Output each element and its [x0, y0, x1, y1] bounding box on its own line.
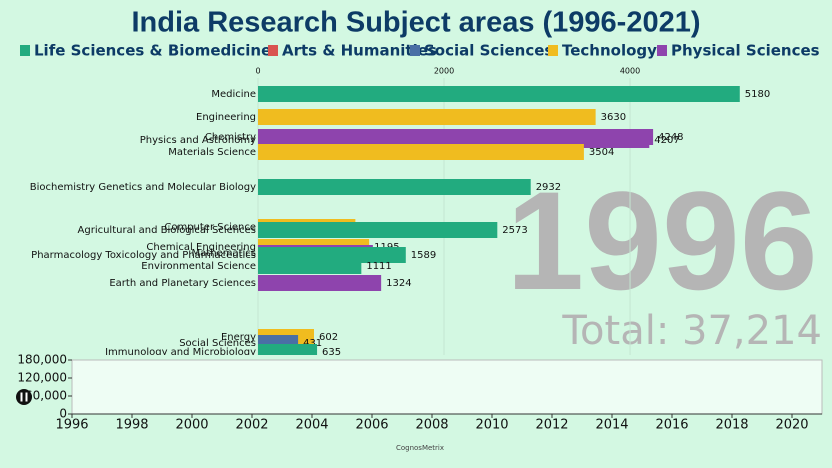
value-label: 1589	[411, 250, 436, 261]
x-tick-label: 2010	[475, 418, 508, 433]
x-tick-label: 2000	[175, 418, 208, 433]
bar	[258, 86, 740, 102]
chart-title: India Research Subject areas (1996-2021)	[131, 7, 700, 39]
category-label: Biochemistry Genetics and Molecular Biol…	[30, 182, 256, 193]
bars: Medicine 5180 Engineering 3630 Chemistry 4248…	[30, 86, 770, 358]
value-label: 5180	[745, 89, 770, 100]
pause-icon	[25, 392, 28, 402]
value-label: 4248	[658, 132, 683, 143]
category-label: Materials Science	[168, 147, 256, 158]
x-tick-label: 1996	[55, 418, 88, 433]
bar	[258, 258, 362, 274]
category-label: Chemical Engineering	[146, 242, 256, 253]
legend: Life Sciences & Biomedicine Arts & Humani…	[20, 42, 820, 60]
x-tick-label: 2008	[415, 418, 448, 433]
legend-label: Arts & Humanities	[282, 42, 437, 60]
value-label: 2932	[536, 182, 561, 193]
y-tick-label: 120,000	[17, 371, 67, 385]
total-label: Total: 37,214	[561, 308, 822, 354]
x-tick-label: 4000	[620, 67, 640, 76]
legend-label: Life Sciences & Biomedicine	[34, 42, 271, 60]
bar	[258, 275, 382, 291]
bar	[258, 344, 318, 355]
category-label: Social Sciences	[179, 338, 256, 349]
bar	[258, 109, 596, 125]
legend-swatch	[548, 45, 558, 56]
category-label: Earth and Planetary Sciences	[109, 278, 256, 289]
legend-label: Physical Sciences	[671, 42, 820, 60]
category-label: Mathematics	[192, 248, 256, 259]
category-label: Energy	[221, 332, 256, 343]
value-label: 1111	[366, 261, 391, 272]
category-label: Chemistry	[205, 132, 256, 143]
legend-swatch	[410, 45, 420, 56]
play-button[interactable]	[16, 389, 32, 405]
category-label: Engineering	[196, 112, 256, 123]
x-tick-label: 2000	[434, 67, 454, 76]
x-tick-label: 1998	[115, 418, 148, 433]
y-tick-label: 60,000	[25, 389, 67, 403]
legend-label: Social Sciences	[424, 42, 553, 60]
value-label: 1324	[386, 278, 411, 289]
value-label: 635	[322, 347, 341, 358]
category-label: Computer Science	[164, 222, 256, 233]
legend-swatch	[268, 45, 278, 56]
legend-swatch	[20, 45, 30, 56]
x-tick-label: 2016	[655, 418, 688, 433]
category-label: Agricultural and Biological Sciences	[78, 225, 256, 236]
pause-icon	[20, 392, 23, 402]
category-label: Immunology and Microbiology	[105, 347, 256, 358]
x-tick-label: 2014	[595, 418, 628, 433]
value-label: 3630	[601, 112, 626, 123]
footer: CognosMetrix	[396, 444, 444, 452]
bar	[258, 222, 498, 238]
y-tick-label: 180,000	[17, 353, 67, 367]
slider: 0 60,000 120,000 180,000 1996 1998 2000 2002 200…	[17, 353, 822, 452]
legend-swatch	[657, 45, 667, 56]
year-label: 1996	[506, 162, 817, 319]
value-label: 602	[319, 332, 338, 343]
x-tick-label: 2004	[295, 418, 328, 433]
value-label: 2573	[502, 225, 527, 236]
legend-label: Technology	[562, 42, 657, 60]
bar	[258, 144, 584, 160]
category-label: Physics and Astronomy	[140, 135, 256, 146]
x-tick-label: 2002	[235, 418, 268, 433]
category-label: Environmental Science	[141, 261, 256, 272]
value-label: 4207	[654, 135, 679, 146]
x-tick-label: 2020	[775, 418, 808, 433]
category-label: Medicine	[211, 89, 256, 100]
value-label: 3504	[589, 147, 614, 158]
x-tick-label: 0	[255, 67, 260, 76]
category-label: Pharmacology Toxicology and Pharmaceutic…	[31, 250, 256, 261]
bar	[258, 179, 531, 195]
x-tick-label: 2006	[355, 418, 388, 433]
x-tick-label: 2012	[535, 418, 568, 433]
value-label: 431	[303, 338, 322, 349]
slider-panel	[71, 359, 823, 415]
x-tick-label: 2018	[715, 418, 748, 433]
y-tick-label: 0	[59, 407, 67, 421]
